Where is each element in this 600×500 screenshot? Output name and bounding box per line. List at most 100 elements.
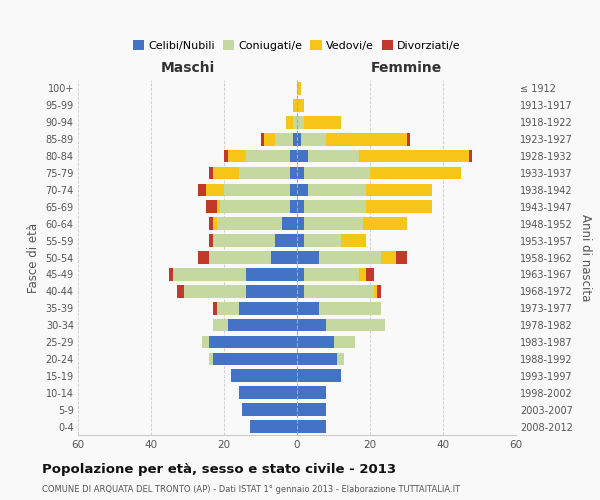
Text: COMUNE DI ARQUATA DEL TRONTO (AP) - Dati ISTAT 1° gennaio 2013 - Elaborazione TU: COMUNE DI ARQUATA DEL TRONTO (AP) - Dati… (42, 485, 460, 494)
Text: Maschi: Maschi (160, 61, 215, 75)
Bar (341, 234, 367, 247)
Bar (297, 319, 326, 332)
Bar (209, 218, 213, 230)
Bar (297, 166, 304, 179)
Bar (217, 302, 239, 314)
Bar (169, 268, 173, 280)
Bar (209, 234, 213, 247)
Bar (370, 166, 461, 179)
Bar (239, 302, 297, 314)
Bar (232, 370, 297, 382)
Bar (297, 302, 319, 314)
Bar (319, 302, 381, 314)
Bar (297, 404, 326, 416)
Bar (224, 150, 227, 162)
Bar (173, 268, 246, 280)
Bar (239, 166, 290, 179)
Bar (217, 200, 220, 213)
Text: Femmine: Femmine (371, 61, 442, 75)
Bar (297, 251, 319, 264)
Bar (213, 218, 217, 230)
Bar (367, 184, 432, 196)
Bar (246, 268, 297, 280)
Bar (407, 133, 410, 145)
Bar (213, 319, 227, 332)
Bar (374, 285, 377, 298)
Y-axis label: Anni di nascita: Anni di nascita (578, 214, 592, 301)
Bar (213, 166, 239, 179)
Bar (304, 116, 341, 128)
Bar (377, 285, 381, 298)
Bar (290, 166, 297, 179)
Bar (297, 82, 301, 95)
Bar (395, 251, 407, 264)
Bar (319, 251, 381, 264)
Bar (275, 133, 293, 145)
Bar (271, 251, 297, 264)
Bar (297, 218, 304, 230)
Bar (209, 251, 271, 264)
Bar (297, 386, 326, 399)
Bar (227, 319, 297, 332)
Bar (297, 268, 304, 280)
Bar (297, 99, 304, 112)
Bar (337, 352, 344, 366)
Bar (290, 184, 297, 196)
Bar (246, 285, 297, 298)
Bar (209, 336, 297, 348)
Bar (304, 218, 362, 230)
Bar (297, 133, 301, 145)
Bar (217, 218, 283, 230)
Bar (220, 200, 290, 213)
Legend: Celibi/Nubili, Coniugati/e, Vedovi/e, Divorziati/e: Celibi/Nubili, Coniugati/e, Vedovi/e, Di… (129, 36, 465, 55)
Bar (242, 404, 297, 416)
Bar (293, 116, 297, 128)
Bar (275, 234, 297, 247)
Bar (209, 166, 213, 179)
Bar (308, 150, 359, 162)
Bar (297, 420, 326, 433)
Bar (304, 234, 341, 247)
Bar (213, 302, 217, 314)
Bar (326, 133, 407, 145)
Bar (246, 150, 290, 162)
Bar (297, 200, 304, 213)
Bar (297, 336, 334, 348)
Bar (264, 133, 275, 145)
Bar (326, 319, 385, 332)
Bar (304, 200, 367, 213)
Bar (213, 352, 297, 366)
Bar (297, 352, 337, 366)
Bar (297, 234, 304, 247)
Bar (213, 234, 275, 247)
Bar (297, 184, 308, 196)
Bar (286, 116, 293, 128)
Bar (334, 336, 355, 348)
Bar (304, 285, 374, 298)
Bar (290, 200, 297, 213)
Bar (209, 352, 213, 366)
Bar (367, 268, 374, 280)
Bar (359, 150, 469, 162)
Bar (362, 218, 407, 230)
Bar (199, 184, 206, 196)
Bar (367, 200, 432, 213)
Bar (250, 420, 297, 433)
Bar (283, 218, 297, 230)
Text: Popolazione per età, sesso e stato civile - 2013: Popolazione per età, sesso e stato civil… (42, 462, 396, 475)
Bar (308, 184, 367, 196)
Bar (359, 268, 367, 280)
Bar (206, 184, 224, 196)
Bar (176, 285, 184, 298)
Bar (224, 184, 290, 196)
Bar (297, 285, 304, 298)
Bar (301, 133, 326, 145)
Bar (304, 166, 370, 179)
Bar (206, 200, 217, 213)
Bar (293, 99, 297, 112)
Bar (297, 150, 308, 162)
Y-axis label: Fasce di età: Fasce di età (27, 222, 40, 292)
Bar (304, 268, 359, 280)
Bar (239, 386, 297, 399)
Bar (184, 285, 246, 298)
